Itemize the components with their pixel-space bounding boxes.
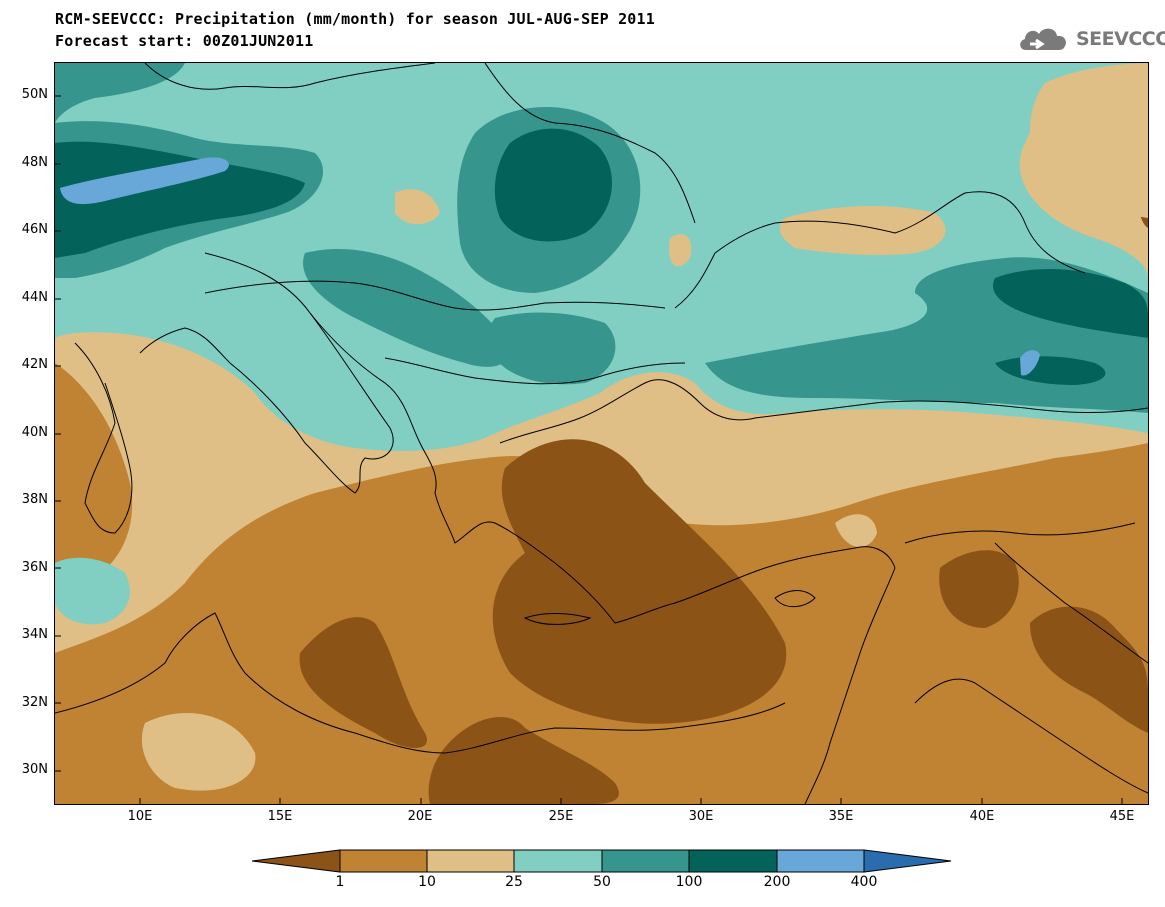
colorbar-label: 25 — [505, 874, 523, 890]
lon-label: 35E — [828, 809, 854, 824]
precip-class-below-1 — [299, 617, 427, 748]
lat-label: 44N — [21, 290, 48, 305]
precip-class-10-25-patch — [141, 713, 256, 791]
colorbar-segment-above-400 — [863, 849, 952, 873]
precip-class-100-200 — [993, 268, 1148, 338]
cloud-icon — [1020, 28, 1067, 50]
lat-label: 40N — [21, 425, 48, 440]
precip-class-200-400 — [1020, 350, 1040, 376]
precip-class-50-100 — [489, 312, 616, 385]
lon-label: 30E — [688, 809, 714, 824]
precipitation-map — [54, 62, 1149, 805]
colorbar-segment-1-10 — [339, 849, 428, 873]
map-title: RCM-SEEVCCC: Precipitation (mm/month) fo… — [55, 10, 655, 28]
colorbar-label: 10 — [418, 874, 436, 890]
seevccc-logo: SEEVCCC — [1016, 22, 1165, 56]
colorbar-segment-10-25 — [426, 849, 515, 873]
lat-label: 32N — [21, 695, 48, 710]
colorbar-label: 400 — [850, 874, 878, 890]
colorbar — [251, 848, 952, 878]
precip-class-below-1 — [1030, 606, 1148, 733]
colorbar-segment-50-100 — [601, 849, 690, 873]
forecast-start-label: Forecast start: 00Z01JUN2011 — [55, 32, 314, 50]
lon-label: 25E — [548, 809, 574, 824]
precip-class-10-25-patch — [1030, 63, 1148, 218]
lat-label: 46N — [21, 222, 48, 237]
precip-class-1-10 — [55, 363, 133, 593]
precip-class-10-25-patch — [395, 189, 440, 225]
colorbar-segment-below-1 — [251, 849, 341, 873]
precip-class-10-25-patch — [835, 514, 877, 547]
precip-class-50-100 — [303, 248, 510, 367]
colorbar-segment-25-50 — [513, 849, 603, 873]
precip-class-10-25-patch — [779, 206, 946, 256]
precip-class-below-1 — [492, 439, 787, 724]
precip-class-below-1 — [428, 716, 619, 804]
lat-label: 42N — [21, 357, 48, 372]
lat-label: 38N — [21, 492, 48, 507]
lon-label: 40E — [969, 809, 995, 824]
precip-class-200-400 — [60, 157, 229, 205]
lon-label: 10E — [127, 809, 153, 824]
lat-label: 34N — [21, 627, 48, 642]
colorbar-segment-100-200 — [688, 849, 778, 873]
precip-class-100-200 — [55, 141, 305, 258]
precip-class-50-100 — [55, 63, 185, 123]
colorbar-label: 1 — [335, 874, 345, 890]
lat-label: 30N — [21, 762, 48, 777]
coastlines-borders — [55, 63, 1148, 804]
colorbar-label: 100 — [675, 874, 703, 890]
map-tick-marks — [55, 95, 1123, 804]
lat-label: 36N — [21, 560, 48, 575]
colorbar-segment-200-400 — [776, 849, 865, 873]
colorbar-label: 50 — [593, 874, 611, 890]
lon-label: 45E — [1109, 809, 1135, 824]
lat-label: 48N — [21, 155, 48, 170]
precip-class-below-1 — [939, 550, 1019, 628]
lon-label: 15E — [267, 809, 293, 824]
logo-text: SEEVCCC — [1076, 28, 1165, 50]
precip-class-25-50 — [55, 557, 130, 625]
lon-label: 20E — [407, 809, 433, 824]
precip-class-10-25-patch — [669, 234, 692, 267]
colorbar-label: 200 — [763, 874, 791, 890]
lat-label: 50N — [21, 87, 48, 102]
precip-class-100-200 — [494, 128, 612, 242]
